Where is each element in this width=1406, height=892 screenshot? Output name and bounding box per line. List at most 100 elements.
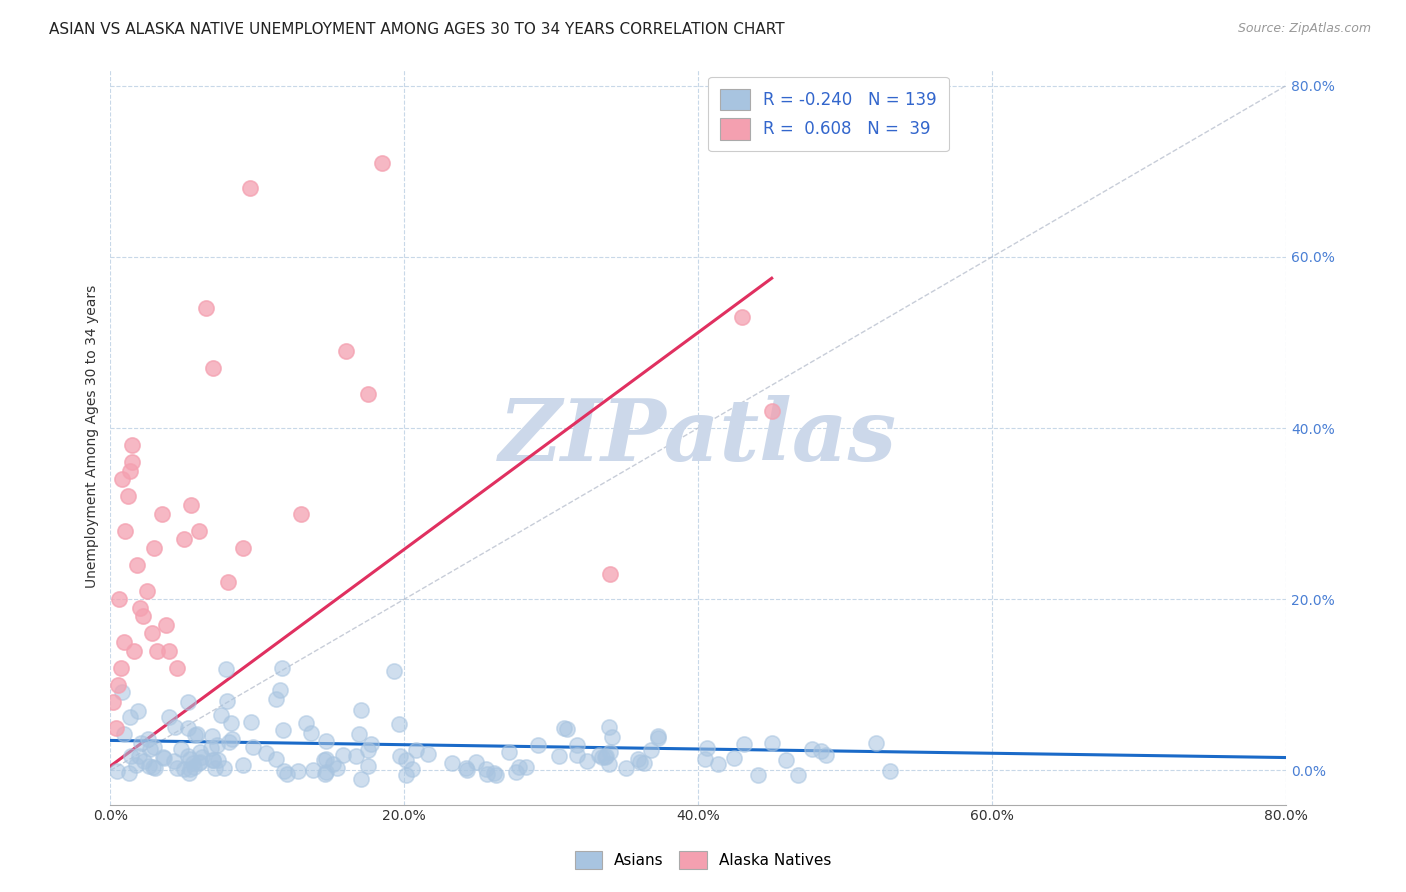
Point	[731, 310, 754, 324]
Point	[239, 181, 262, 195]
Point	[599, 566, 621, 581]
Point	[315, 734, 337, 748]
Point	[125, 757, 148, 772]
Point	[548, 748, 571, 763]
Point	[787, 767, 810, 781]
Point	[183, 727, 205, 741]
Point	[349, 727, 371, 741]
Point	[382, 664, 405, 678]
Point	[800, 742, 823, 756]
Point	[190, 749, 212, 764]
Point	[221, 732, 243, 747]
Point	[295, 716, 318, 731]
Point	[187, 524, 209, 538]
Point	[201, 729, 224, 743]
Point	[111, 472, 134, 486]
Point	[239, 715, 262, 730]
Point	[865, 735, 887, 749]
Point	[416, 747, 439, 761]
Point	[344, 749, 367, 764]
Point	[287, 764, 309, 779]
Point	[747, 768, 769, 782]
Point	[405, 742, 427, 756]
Point	[107, 678, 129, 692]
Point	[157, 710, 180, 724]
Point	[143, 541, 166, 555]
Point	[170, 742, 193, 756]
Point	[212, 761, 235, 775]
Point	[505, 765, 527, 780]
Point	[217, 575, 239, 590]
Point	[111, 684, 134, 698]
Point	[112, 727, 135, 741]
Point	[761, 736, 783, 750]
Point	[200, 741, 222, 756]
Point	[180, 498, 202, 512]
Point	[322, 756, 344, 771]
Point	[128, 749, 150, 764]
Point	[204, 761, 226, 775]
Point	[264, 692, 287, 706]
Point	[209, 707, 232, 722]
Point	[815, 748, 838, 763]
Point	[879, 764, 901, 779]
Point	[153, 750, 176, 764]
Point	[325, 760, 347, 774]
Point	[633, 756, 655, 771]
Point	[335, 343, 357, 358]
Point	[110, 661, 132, 675]
Point	[183, 756, 205, 770]
Point	[553, 721, 575, 735]
Point	[254, 746, 277, 760]
Point	[389, 748, 412, 763]
Point	[454, 761, 477, 775]
Point	[155, 618, 177, 632]
Point	[202, 361, 225, 376]
Point	[173, 533, 195, 547]
Point	[143, 761, 166, 775]
Point	[142, 739, 165, 754]
Point	[219, 716, 242, 731]
Point	[315, 764, 337, 779]
Point	[205, 739, 228, 753]
Point	[179, 762, 201, 776]
Point	[215, 662, 238, 676]
Point	[202, 753, 225, 767]
Point	[693, 752, 716, 766]
Point	[465, 755, 488, 769]
Point	[527, 739, 550, 753]
Point	[194, 301, 217, 315]
Point	[117, 490, 139, 504]
Point	[269, 683, 291, 698]
Point	[162, 754, 184, 768]
Point	[627, 752, 650, 766]
Point	[242, 740, 264, 755]
Point	[179, 766, 201, 780]
Point	[485, 768, 508, 782]
Point	[108, 592, 131, 607]
Point	[498, 745, 520, 759]
Point	[183, 760, 205, 774]
Text: ASIAN VS ALASKA NATIVE UNEMPLOYMENT AMONG AGES 30 TO 34 YEARS CORRELATION CHART: ASIAN VS ALASKA NATIVE UNEMPLOYMENT AMON…	[49, 22, 785, 37]
Point	[118, 464, 141, 478]
Point	[628, 756, 651, 770]
Point	[141, 626, 163, 640]
Point	[132, 609, 155, 624]
Point	[105, 764, 128, 778]
Point	[132, 754, 155, 768]
Point	[647, 729, 669, 743]
Point	[696, 740, 718, 755]
Point	[761, 404, 783, 418]
Point	[775, 753, 797, 767]
Point	[575, 754, 598, 768]
Point	[565, 748, 588, 763]
Legend: R = -0.240   N = 139, R =  0.608   N =  39: R = -0.240 N = 139, R = 0.608 N = 39	[709, 77, 949, 152]
Point	[357, 758, 380, 772]
Point	[360, 737, 382, 751]
Point	[290, 507, 312, 521]
Point	[616, 761, 638, 775]
Point	[401, 762, 423, 776]
Point	[276, 767, 298, 781]
Point	[146, 643, 169, 657]
Y-axis label: Unemployment Among Ages 30 to 34 years: Unemployment Among Ages 30 to 34 years	[86, 285, 100, 588]
